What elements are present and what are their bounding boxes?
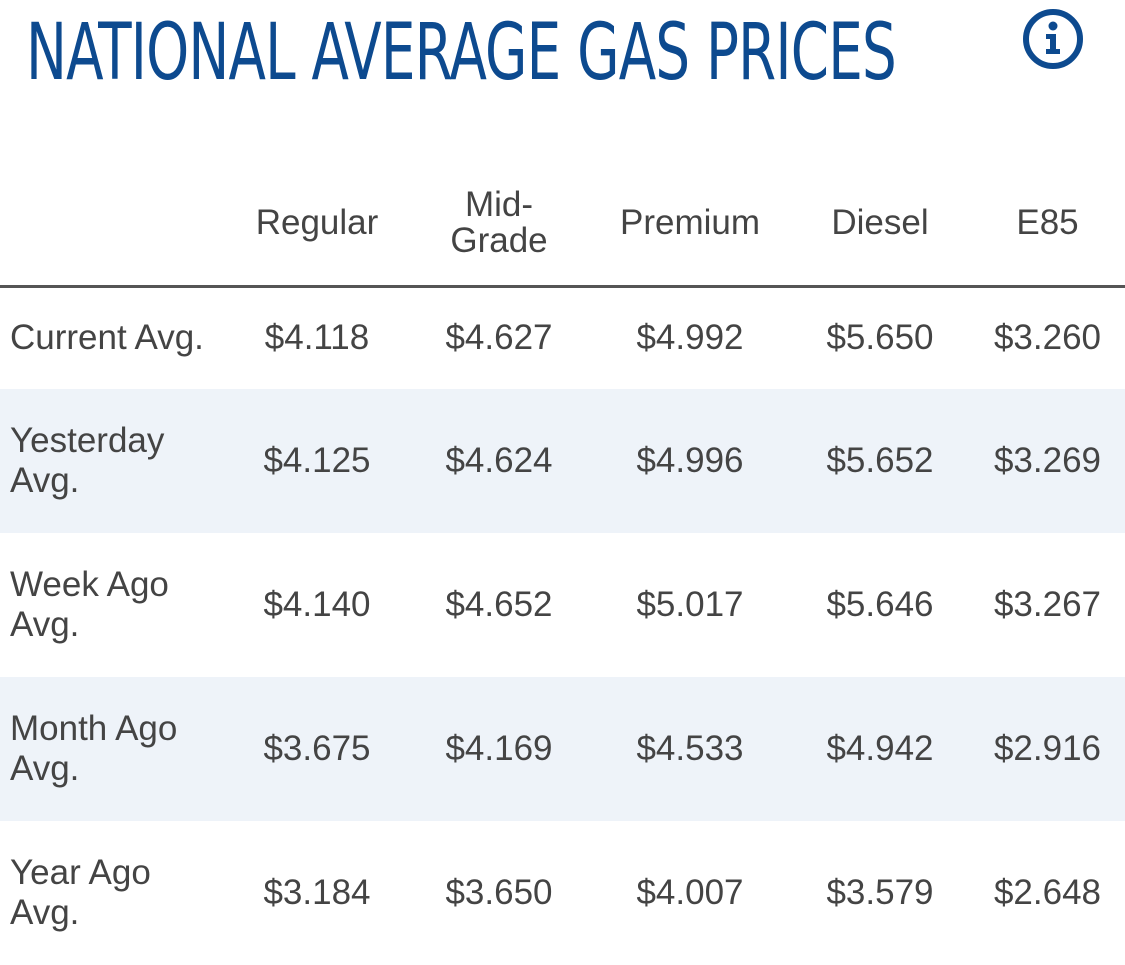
info-circle-icon: [1023, 9, 1083, 69]
price-e85: $2.648: [993, 872, 1102, 912]
price-mid-grade: $4.652: [445, 584, 553, 624]
price-premium: $4.992: [636, 318, 744, 358]
gas-prices-table: Regular Mid- Grade Premium Diesel E85 Cu…: [0, 160, 1125, 965]
table-row-current: Current Avg. $4.118 $4.627 $4.992 $5.650…: [0, 287, 1125, 389]
info-button[interactable]: [1022, 8, 1084, 70]
price-mid-grade: $4.169: [445, 728, 553, 768]
price-diesel: $5.646: [826, 584, 934, 624]
table-row-year-ago: Year Ago Avg. $3.184 $3.650 $4.007 $3.57…: [0, 821, 1125, 965]
column-header-diesel: Diesel: [831, 202, 929, 242]
price-mid-grade: $3.650: [445, 872, 553, 912]
row-label: Month Ago Avg.: [10, 708, 178, 788]
title-row: NATIONAL AVERAGE GAS PRICES: [26, 8, 1125, 98]
column-header-regular: Regular: [255, 202, 379, 242]
table-row-yesterday: Yesterday Avg. $4.125 $4.624 $4.996 $5.6…: [0, 388, 1125, 533]
price-e85: $3.260: [993, 318, 1102, 358]
price-diesel: $3.579: [826, 872, 934, 912]
row-label: Current Avg.: [10, 318, 204, 358]
price-mid-grade: $4.624: [445, 440, 553, 480]
price-e85: $2.916: [993, 728, 1102, 768]
price-diesel: $5.650: [826, 318, 934, 358]
price-premium: $4.007: [636, 872, 744, 912]
price-diesel: $5.652: [826, 440, 934, 480]
column-header-premium: Premium: [619, 202, 761, 242]
price-premium: $4.533: [636, 728, 744, 768]
price-regular: $3.184: [263, 872, 371, 912]
price-regular: $4.118: [264, 318, 370, 358]
price-e85: $3.267: [993, 584, 1102, 624]
row-label: Week Ago Avg.: [10, 564, 169, 644]
price-diesel: $4.942: [826, 728, 934, 768]
price-mid-grade: $4.627: [445, 318, 553, 358]
table-row-week-ago: Week Ago Avg. $4.140 $4.652 $5.017 $5.64…: [0, 533, 1125, 677]
price-regular: $4.125: [263, 440, 371, 480]
column-header-e85: E85: [1016, 202, 1079, 242]
column-header-mid-grade: Mid- Grade: [450, 184, 548, 260]
row-label: Yesterday Avg.: [10, 420, 165, 500]
price-premium: $4.996: [636, 440, 744, 480]
price-e85: $3.269: [993, 440, 1102, 480]
table-row-month-ago: Month Ago Avg. $3.675 $4.169 $4.533 $4.9…: [0, 676, 1125, 821]
column-header-label: [0, 160, 226, 287]
table-header-row: Regular Mid- Grade Premium Diesel E85: [0, 160, 1125, 287]
page-title: NATIONAL AVERAGE GAS PRICES: [26, 8, 897, 98]
row-label: Year Ago Avg.: [10, 852, 151, 932]
price-premium: $5.017: [636, 584, 744, 624]
price-regular: $4.140: [263, 584, 371, 624]
price-regular: $3.675: [263, 728, 371, 768]
